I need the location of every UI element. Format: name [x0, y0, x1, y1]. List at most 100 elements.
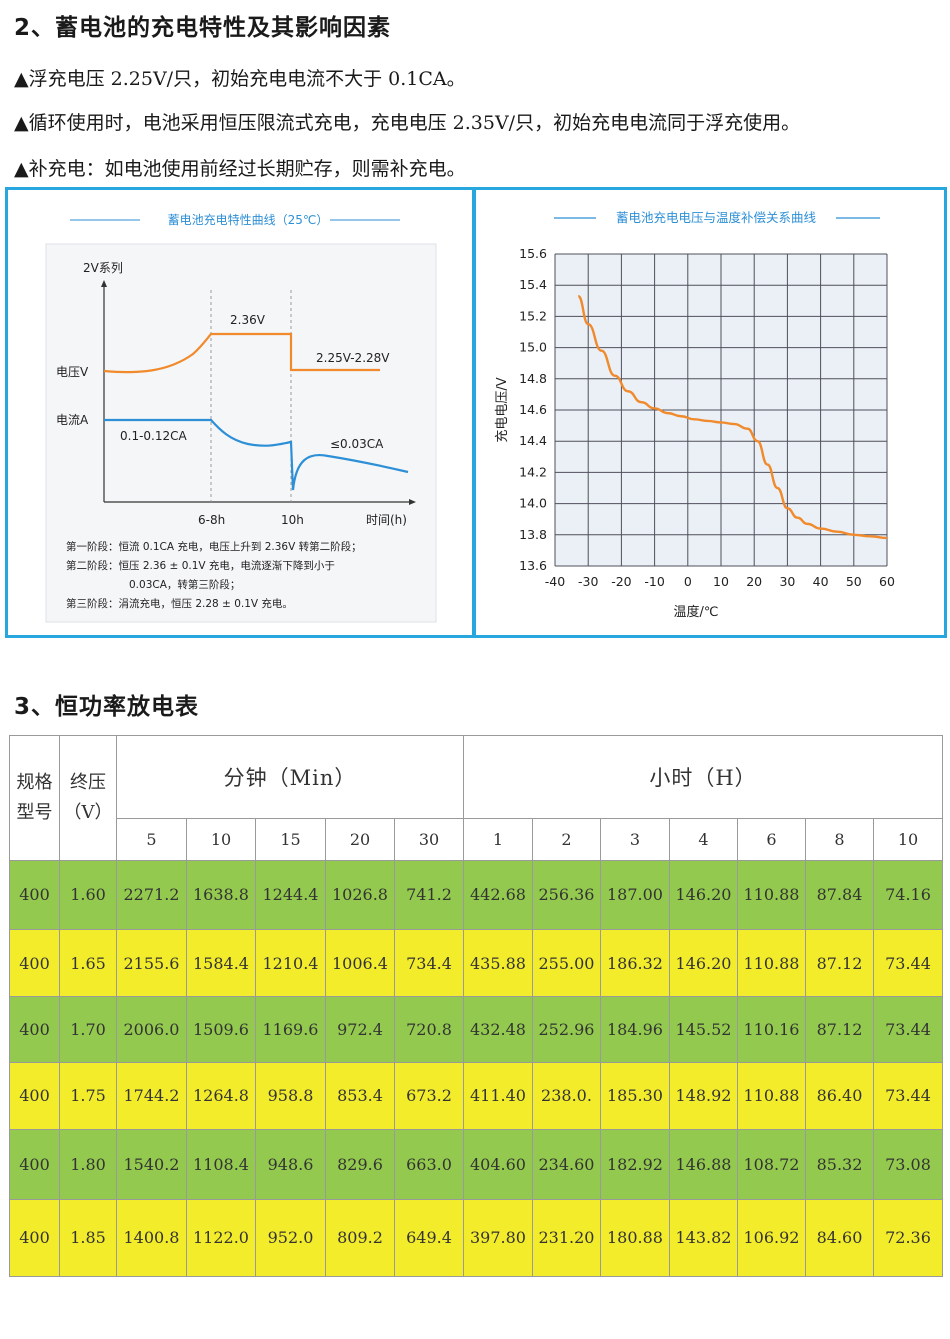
bullet-supplement-charge: ▲补充电：如电池使用前经过长期贮存，则需补充电。: [14, 158, 466, 180]
table-cell: 432.48: [463, 996, 533, 1063]
table-row: 400 1.75 1744.2 1264.8 958.8 853.4 673.2 411.40…: [9, 1061, 944, 1131]
table-cell: 734.4: [394, 929, 464, 998]
table-cell: 1509.6: [186, 996, 256, 1063]
bullet-float-charge: ▲浮充电压 2.25V/只，初始充电电流不大于 0.1CA。: [14, 68, 466, 90]
temp-chart-title: 蓄电池充电电压与温度补偿关系曲线: [616, 210, 817, 225]
table-cell: 1638.8: [186, 859, 256, 931]
table-cell: 1122.0: [186, 1198, 256, 1278]
col-model-header: 规格型号: [9, 735, 60, 861]
table-cell: 143.82: [669, 1198, 738, 1278]
table-cell: 231.20: [532, 1198, 601, 1278]
hour-col-8: 8: [805, 818, 874, 861]
series-label: 2V系列: [83, 261, 123, 275]
table-cell: 2006.0: [116, 996, 187, 1063]
table-cell: 1244.4: [255, 859, 326, 931]
table-cell: 73.08: [872, 1129, 944, 1200]
table-cell: 1.80: [59, 1129, 117, 1200]
table-cell: 1.85: [59, 1198, 117, 1278]
table-cell: 73.44: [872, 996, 944, 1063]
table-cell: 146.20: [669, 929, 738, 998]
temperature-compensation-panel: 蓄电池充电电压与温度补偿关系曲线 -40 -30 -20 -10 0 10 20 30 40 50…: [473, 187, 947, 638]
y-tick-label: 15.4: [519, 277, 547, 292]
table-cell: 184.96: [600, 996, 670, 1063]
note-stage2: 第二阶段：恒压 2.36 ± 0.1V 充电，电流逐渐下降到小于: [66, 559, 335, 572]
note-stage1: 第一阶段：恒流 0.1CA 充电，电压上升到 2.36V 转第二阶段；: [66, 540, 362, 553]
x-tick-label: 30: [779, 574, 795, 589]
table-row: 400 1.65 2155.6 1584.4 1210.4 1006.4 734.4 435.…: [9, 929, 944, 998]
table-cell: 2271.2: [116, 859, 187, 931]
table-cell: 663.0: [394, 1129, 464, 1200]
x-tick-label: 60: [879, 574, 895, 589]
table-cell: 186.32: [600, 929, 670, 998]
table-cell: 400: [9, 1061, 60, 1131]
charge-characteristic-panel: 蓄电池充电特性曲线（25℃） 2V系列 电压V 电流A 2.36V 2.25V-…: [5, 187, 475, 638]
table-cell: 1.70: [59, 996, 117, 1063]
table-body: 400 1.60 2271.2 1638.8 1244.4 1026.8 741.2 442.…: [9, 859, 944, 1278]
voltage-stage2-label: 2.36V: [230, 313, 266, 327]
min-col-20: 20: [325, 818, 395, 861]
table-cell: 110.88: [737, 859, 806, 931]
y-axis-arrow: [101, 280, 107, 287]
table-cell: 110.88: [737, 1061, 806, 1131]
table-cell: 1400.8: [116, 1198, 187, 1278]
table-cell: 435.88: [463, 929, 533, 998]
voltage-curve: [103, 332, 380, 374]
constant-power-discharge-table: 规格型号 终压（V） 分钟（Min） 小时（H） 5 10 15 20 30 1 2 3 4 6 8…: [9, 734, 944, 1278]
table-cell: 74.16: [872, 859, 944, 931]
current-stage1-label: 0.1-0.12CA: [120, 429, 188, 443]
table-cell: 84.60: [805, 1198, 874, 1278]
table-cell: 1.75: [59, 1061, 117, 1131]
voltage-stage3-label: 2.25V-2.28V: [316, 351, 390, 365]
table-cell: 146.20: [669, 859, 738, 931]
x-tick-label: -10: [644, 574, 664, 589]
table-cell: 1264.8: [186, 1061, 256, 1131]
min-col-15: 15: [255, 818, 326, 861]
hour-col-4: 4: [669, 818, 738, 861]
note-stage2-cont: 0.03CA，转第三阶段；: [129, 578, 240, 591]
table-cell: 958.8: [255, 1061, 326, 1131]
table-row: 400 1.70 2006.0 1509.6 1169.6 972.4 720.8 432.4…: [9, 996, 944, 1063]
table-cell: 400: [9, 929, 60, 998]
table-cell: 972.4: [325, 996, 395, 1063]
minutes-group-header: 分钟（Min）: [116, 734, 464, 820]
y-tick-label: 15.6: [519, 246, 547, 261]
table-cell: 1.60: [59, 859, 117, 931]
table-cell: 85.32: [805, 1129, 874, 1200]
hour-col-6: 6: [737, 818, 806, 861]
table-cell: 853.4: [325, 1061, 395, 1131]
table-cell: 720.8: [394, 996, 464, 1063]
table-cell: 255.00: [532, 929, 601, 998]
table-cell: 182.92: [600, 1129, 670, 1200]
y-tick-label: 14.8: [519, 371, 547, 386]
hour-col-1: 1: [463, 818, 533, 861]
y-axis-label: 充电电压/V: [494, 377, 510, 442]
table-cell: 87.12: [805, 996, 874, 1063]
table-cell: 829.6: [325, 1129, 395, 1200]
y-tick-label: 14.2: [519, 464, 547, 479]
x-tick-label: -20: [611, 574, 631, 589]
table-cell: 741.2: [394, 859, 464, 931]
x-tick-label: 10: [713, 574, 729, 589]
table-cell: 1026.8: [325, 859, 395, 931]
table-cell: 72.36: [872, 1198, 944, 1278]
table-row: 400 1.80 1540.2 1108.4 948.6 829.6 663.0 404.60…: [9, 1129, 944, 1200]
table-cell: 1210.4: [255, 929, 326, 998]
section3-heading: 3、恒功率放电表: [14, 694, 200, 720]
hour-col-10: 10: [872, 818, 944, 861]
table-cell: 87.84: [805, 859, 874, 931]
table-cell: 1108.4: [186, 1129, 256, 1200]
charge-characteristic-figure: 蓄电池充电特性曲线（25℃） 2V系列 电压V 电流A 2.36V 2.25V-…: [45, 212, 437, 623]
table-cell: 256.36: [532, 859, 601, 931]
table-cell: 400: [9, 996, 60, 1063]
current-curve: [104, 418, 409, 491]
note-stage3: 第三阶段：涓流充电，恒压 2.28 ± 0.1V 充电。: [66, 597, 293, 610]
min-col-5: 5: [116, 818, 187, 861]
table-cell: 87.12: [805, 929, 874, 998]
table-cell: 145.52: [669, 996, 738, 1063]
table-cell: 411.40: [463, 1061, 533, 1131]
table-cell: 108.72: [737, 1129, 806, 1200]
current-axis-label: 电流A: [56, 413, 89, 427]
table-cell: 952.0: [255, 1198, 326, 1278]
x-tick-label: 0: [684, 574, 692, 589]
y-tick-label: 14.4: [519, 433, 547, 448]
